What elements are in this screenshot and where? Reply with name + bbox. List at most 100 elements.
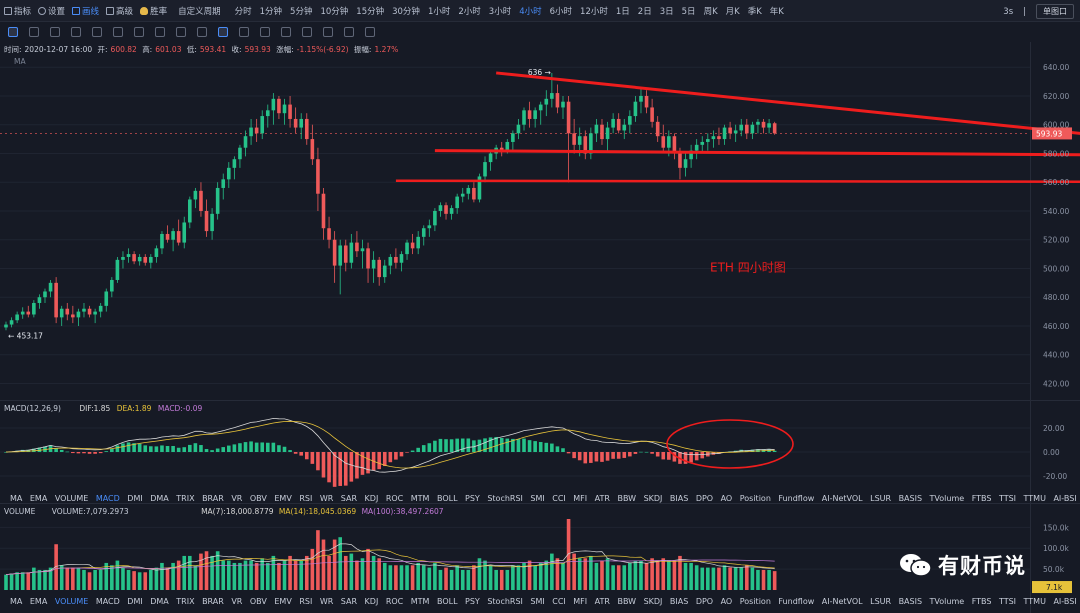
layout-mode-button[interactable]: 单图口 — [1036, 4, 1074, 19]
indicator-tab[interactable]: WR — [319, 493, 334, 503]
indicator-tab[interactable]: VOLUME — [54, 596, 89, 606]
indicator-tab[interactable]: MACD — [95, 596, 120, 606]
lock-icon[interactable] — [260, 27, 270, 37]
indicator-tab[interactable]: MA — [10, 493, 23, 503]
ray-tool-icon[interactable] — [50, 27, 60, 37]
indicator-tab[interactable]: BRAR — [202, 596, 224, 606]
indicator-tab[interactable]: KDJ — [364, 493, 379, 503]
indicator-tab[interactable]: EMV — [274, 493, 292, 503]
indicator-tab[interactable]: PSY — [465, 493, 480, 503]
indicator-tab[interactable]: SMI — [530, 596, 545, 606]
period-option[interactable]: 2小时 — [458, 6, 481, 17]
indicator-tab[interactable]: TTMU — [1023, 596, 1046, 606]
indicator-tab[interactable]: ROC — [385, 493, 404, 503]
indicator-tab[interactable]: SAR — [340, 596, 358, 606]
indicator-tab[interactable]: MA — [10, 596, 23, 606]
indicator-tab[interactable]: AI-NetVOL — [821, 493, 863, 503]
indicator-tab[interactable]: FTBS — [971, 493, 992, 503]
indicator-tab[interactable]: Position — [739, 493, 771, 503]
draw-button[interactable]: 画线 — [72, 5, 99, 17]
indicator-tab[interactable]: SKDJ — [643, 493, 663, 503]
brush-tool-icon[interactable] — [176, 27, 186, 37]
period-option[interactable]: 30分钟 — [392, 6, 420, 17]
indicator-tab[interactable]: KDJ — [364, 596, 379, 606]
period-option[interactable]: 3日 — [659, 6, 674, 17]
period-option[interactable]: 12小时 — [580, 6, 608, 17]
indicator-tab[interactable]: TRIX — [176, 493, 195, 503]
indicator-tab[interactable]: SMI — [530, 493, 545, 503]
indicator-tab[interactable]: VR — [231, 596, 243, 606]
indicator-tab[interactable]: TRIX — [176, 596, 195, 606]
indicator-tab[interactable]: EMV — [274, 596, 292, 606]
indicator-tab[interactable]: DMA — [150, 596, 169, 606]
indicator-tab[interactable]: RSI — [299, 596, 313, 606]
indicator-tab[interactable]: RSI — [299, 493, 313, 503]
indicator-tab[interactable]: BBW — [617, 493, 637, 503]
win-rate-button[interactable]: 胜率 — [140, 5, 167, 17]
indicator-tab[interactable]: AO — [720, 596, 733, 606]
period-option[interactable]: 1小时 — [427, 6, 451, 17]
indicator-tab[interactable]: ATR — [594, 493, 610, 503]
indicator-tab[interactable]: MFI — [573, 596, 588, 606]
rect-tool-icon[interactable] — [92, 27, 102, 37]
indicator-tab[interactable]: MACD — [95, 493, 120, 503]
indicator-tab[interactable]: FTBS — [971, 596, 992, 606]
indicator-tab[interactable]: ATR — [594, 596, 610, 606]
period-option[interactable]: 分时 — [234, 6, 252, 17]
refresh-interval[interactable]: 3s — [1003, 6, 1014, 17]
period-option[interactable]: 5日 — [681, 6, 696, 17]
magnet-icon[interactable] — [302, 27, 312, 37]
indicator-tab[interactable]: MTM — [410, 596, 430, 606]
highlight-tool-icon[interactable] — [218, 27, 228, 37]
indicator-tab[interactable]: LSUR — [870, 493, 892, 503]
measure-tool-icon[interactable] — [155, 27, 165, 37]
indicator-tab[interactable]: TTSI — [998, 493, 1017, 503]
indicator-tab[interactable]: PSY — [465, 596, 480, 606]
indicator-tab[interactable]: AI-NetVOL — [821, 596, 863, 606]
pin-tool-icon[interactable] — [239, 27, 249, 37]
period-option[interactable]: 4小时 — [519, 6, 542, 17]
indicator-tab[interactable]: CCI — [552, 596, 566, 606]
indicator-tab[interactable]: Fundflow — [778, 493, 815, 503]
list-icon[interactable] — [365, 27, 375, 37]
indicator-tab[interactable]: SKDJ — [643, 596, 663, 606]
advanced-button[interactable]: 高级 — [106, 5, 133, 17]
indicator-tab[interactable]: OBV — [249, 493, 267, 503]
trash-icon[interactable] — [323, 27, 333, 37]
period-option[interactable]: 10分钟 — [320, 6, 349, 17]
period-option[interactable]: 季K — [747, 6, 762, 17]
indicator-tab[interactable]: DPO — [695, 493, 714, 503]
period-option[interactable]: 周K — [703, 6, 718, 17]
period-option[interactable]: 1日 — [615, 6, 630, 17]
indicator-tab[interactable]: Fundflow — [778, 596, 815, 606]
period-option[interactable]: 1分钟 — [259, 6, 283, 17]
settings-icon[interactable] — [344, 27, 354, 37]
indicator-tab[interactable]: SAR — [340, 493, 358, 503]
indicator-tab[interactable]: BIAS — [669, 596, 689, 606]
indicator-tab[interactable]: Position — [739, 596, 771, 606]
custom-period-dropdown[interactable]: 自定义周期 — [178, 6, 221, 17]
line-tool-icon[interactable] — [29, 27, 39, 37]
indicator-tab[interactable]: BBW — [617, 596, 637, 606]
indicator-tab[interactable]: VOLUME — [54, 493, 89, 503]
indicator-tab[interactable]: AO — [720, 493, 733, 503]
period-option[interactable]: 月K — [725, 6, 740, 17]
indicator-tab[interactable]: EMA — [29, 493, 48, 503]
indicator-tab[interactable]: BIAS — [669, 493, 689, 503]
indicator-tab[interactable]: WR — [319, 596, 334, 606]
indicator-tab[interactable]: ROC — [385, 596, 404, 606]
indicator-tab[interactable]: EMA — [29, 596, 48, 606]
indicator-tab[interactable]: OBV — [249, 596, 267, 606]
indicators-button[interactable]: 指标 — [4, 5, 31, 17]
indicator-tab[interactable]: AI-BSI — [1053, 493, 1077, 503]
hline-tool-icon[interactable] — [113, 27, 123, 37]
indicator-tab[interactable]: AI-BSI — [1053, 596, 1077, 606]
indicator-tab[interactable]: LSUR — [870, 596, 892, 606]
indicator-tab[interactable]: MFI — [573, 493, 588, 503]
period-option[interactable]: 年K — [769, 6, 784, 17]
settings-button[interactable]: 设置 — [38, 5, 65, 17]
indicator-tab[interactable]: MTM — [410, 493, 430, 503]
crosshair-icon[interactable] — [8, 27, 18, 37]
indicator-tab[interactable]: TTMU — [1023, 493, 1046, 503]
text-tool-icon[interactable] — [197, 27, 207, 37]
